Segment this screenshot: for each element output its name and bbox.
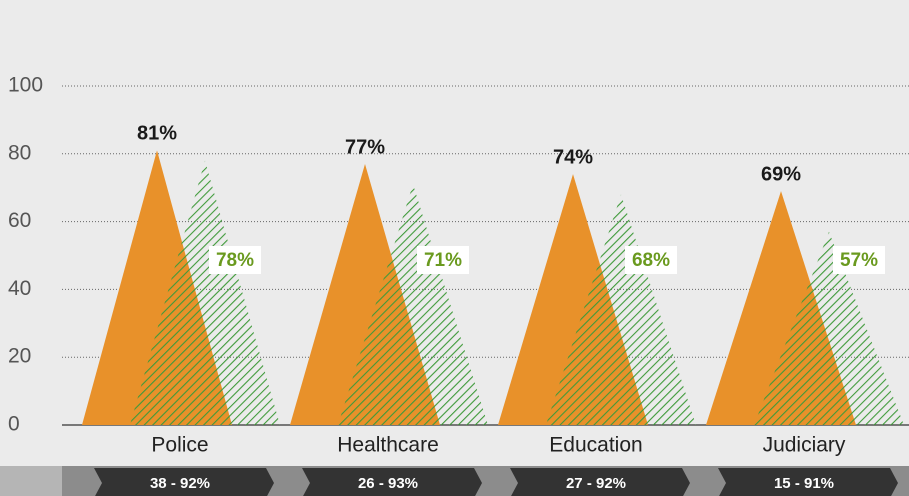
range-label: 27 - 92% (566, 475, 626, 492)
y-tick-label: 0 (8, 413, 20, 436)
hatched-triangle (546, 194, 696, 425)
value-label: 74% (553, 146, 593, 168)
value-label: 69% (761, 163, 801, 185)
y-tick-label: 60 (8, 209, 31, 232)
value-label: 57% (840, 250, 878, 271)
range-tab (718, 468, 898, 496)
range-label: 15 - 91% (774, 475, 834, 492)
range-tab (510, 468, 690, 496)
value-label-box (833, 246, 885, 274)
y-tick-label: 40 (8, 277, 31, 300)
y-tick-label: 20 (8, 345, 31, 368)
range-label: 38 - 92% (150, 475, 210, 492)
value-label: 68% (632, 250, 670, 271)
value-label: 81% (137, 123, 177, 145)
x-tick-label: Judiciary (763, 434, 846, 457)
value-label: 78% (216, 250, 254, 271)
value-label-box (209, 246, 261, 274)
hatched-triangle (130, 160, 280, 425)
range-tab (302, 468, 482, 496)
x-tick-label: Healthcare (337, 434, 439, 457)
hatched-triangle (338, 184, 488, 425)
range-strip-left (0, 466, 62, 496)
x-tick-label: Police (151, 434, 208, 457)
y-tick-label: 100 (8, 74, 43, 97)
value-label: 71% (424, 250, 462, 271)
value-label-box (625, 246, 677, 274)
range-tab (94, 468, 274, 496)
value-label-box (417, 246, 469, 274)
x-tick-label: Education (549, 434, 642, 457)
y-tick-label: 80 (8, 141, 31, 164)
value-label: 77% (345, 136, 385, 158)
range-label: 26 - 93% (358, 475, 418, 492)
hatched-triangle (754, 231, 904, 425)
